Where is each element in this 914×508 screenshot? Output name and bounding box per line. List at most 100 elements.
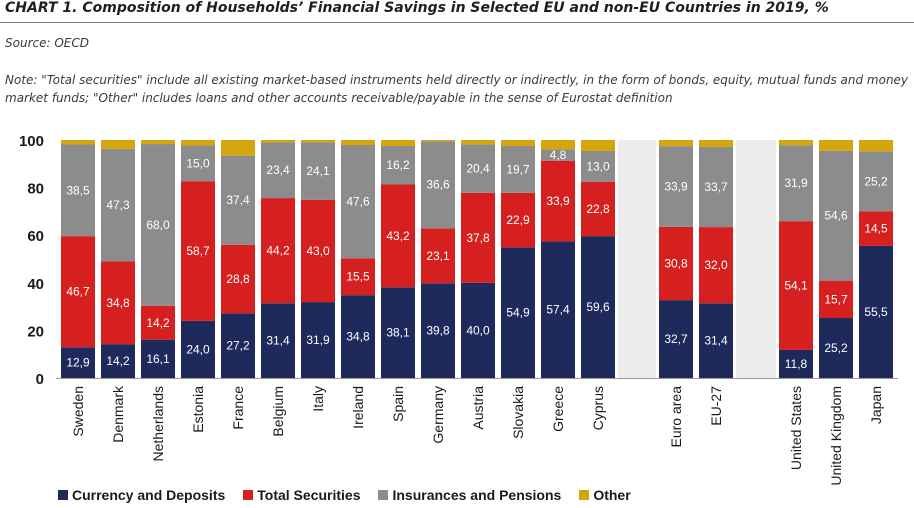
data-label: 30,8: [664, 257, 688, 271]
bar-segment-insurance: [699, 146, 733, 228]
data-label: 68,0: [146, 218, 170, 232]
data-label: 32,7: [664, 332, 688, 346]
bar-segment-securities: [381, 184, 415, 288]
x-tick-label: Slovakia: [510, 386, 526, 439]
data-label: 47,3: [106, 198, 130, 212]
bar-segment-other: [341, 140, 375, 145]
data-label: 46,7: [66, 285, 90, 299]
data-label: 14,5: [864, 222, 888, 236]
data-label: 14,2: [146, 316, 170, 330]
bar-segment-other: [421, 140, 455, 142]
data-label: 25,2: [864, 174, 888, 188]
bar-segment-securities: [221, 244, 255, 314]
x-tick-label: Spain: [390, 386, 406, 422]
bar-segment-insurance: [261, 142, 295, 199]
legend-item-securities: Total Securities: [243, 487, 360, 503]
bar-segment-other: [699, 140, 733, 147]
bar-segment-securities: [421, 228, 455, 284]
data-label: 54,1: [784, 279, 808, 293]
data-label: 20,4: [466, 162, 490, 176]
bar-segment-currency: [699, 303, 733, 378]
source-note: Source: OECD: [5, 36, 89, 50]
x-tick-label: United States: [788, 386, 804, 470]
data-label: 22,9: [506, 213, 530, 227]
data-label: 19,7: [506, 162, 530, 176]
data-label: 31,9: [306, 333, 330, 347]
legend-label-other: Other: [593, 487, 631, 503]
bar-segment-insurance: [461, 144, 495, 193]
bar-segment-securities: [581, 181, 615, 237]
bar-segment-insurance: [181, 145, 215, 182]
legend-label-insurance: Insurances and Pensions: [392, 487, 562, 503]
data-label: 33,7: [704, 180, 728, 194]
legend-label-currency: Currency and Deposits: [72, 487, 226, 503]
bar-segment-securities: [341, 258, 375, 296]
bar-segment-insurance: [381, 145, 415, 185]
bar-segment-securities: [181, 181, 215, 321]
data-label: 40,0: [466, 323, 490, 337]
data-label: 12,9: [66, 356, 90, 370]
data-label: 23,4: [266, 163, 290, 177]
data-label: 38,5: [66, 183, 90, 197]
bar-segment-currency: [581, 236, 615, 378]
bar-segment-securities: [779, 221, 813, 350]
bar-segment-currency: [659, 300, 693, 378]
data-label: 11,8: [785, 357, 808, 371]
data-label: 4,8: [550, 148, 567, 162]
bar-segment-securities: [61, 236, 95, 348]
group-separator: [618, 140, 656, 378]
data-label: 33,9: [546, 194, 570, 208]
bar-segment-other: [301, 140, 335, 143]
x-tick-label: Estonia: [190, 386, 206, 433]
y-tick-label: 60: [27, 228, 44, 245]
bar-segment-currency: [261, 303, 295, 378]
x-tick-label: Greece: [550, 386, 566, 432]
title-divider: [0, 22, 914, 23]
data-label: 24,1: [306, 164, 330, 178]
bar-segment-securities: [859, 211, 893, 246]
data-label: 31,4: [704, 334, 728, 348]
bar-segment-currency: [101, 344, 135, 378]
data-label: 57,4: [546, 303, 570, 317]
data-label: 54,6: [824, 209, 848, 223]
bar-segment-other: [101, 140, 135, 149]
data-label: 16,1: [146, 352, 170, 366]
y-tick-label: 80: [27, 181, 44, 198]
legend-swatch-other: [579, 490, 590, 500]
data-label: 34,8: [106, 296, 130, 310]
bar-segment-insurance: [101, 148, 135, 262]
data-label: 59,6: [586, 300, 610, 314]
bar-segment-insurance: [301, 142, 335, 200]
data-label: 28,8: [226, 272, 250, 286]
footnote: Note: "Total securities" include all exi…: [5, 73, 909, 105]
x-tick-label: United Kingdom: [828, 386, 844, 486]
data-label: 23,1: [426, 249, 450, 263]
data-label: 43,0: [306, 244, 330, 258]
y-tick-label: 100: [19, 133, 44, 150]
bar-segment-insurance: [659, 146, 693, 227]
bar-segment-securities: [699, 227, 733, 304]
bar-segment-insurance: [141, 144, 175, 306]
bar-segment-currency: [421, 283, 455, 378]
data-label: 47,6: [346, 195, 370, 209]
bar-segment-insurance: [341, 144, 375, 259]
bar-segment-other: [381, 140, 415, 146]
bar-segment-other: [61, 140, 95, 145]
data-label: 43,2: [386, 229, 410, 243]
bar-segment-insurance: [859, 151, 893, 212]
legend-label-securities: Total Securities: [257, 487, 361, 503]
legend-item-other: Other: [579, 487, 631, 503]
legend-item-currency: Currency and Deposits: [58, 487, 225, 503]
bar-segment-currency: [61, 347, 95, 378]
bar-segment-other: [581, 140, 615, 151]
data-label: 34,8: [346, 330, 370, 344]
x-tick-label: Germany: [430, 386, 446, 444]
x-tick-label: Italy: [310, 386, 326, 412]
data-label: 37,8: [466, 231, 490, 245]
data-label: 58,7: [186, 244, 210, 258]
bar-segment-currency: [779, 349, 813, 378]
bar-segment-other: [541, 140, 575, 150]
x-tick-label: Denmark: [110, 385, 126, 443]
data-label: 32,0: [704, 258, 728, 272]
